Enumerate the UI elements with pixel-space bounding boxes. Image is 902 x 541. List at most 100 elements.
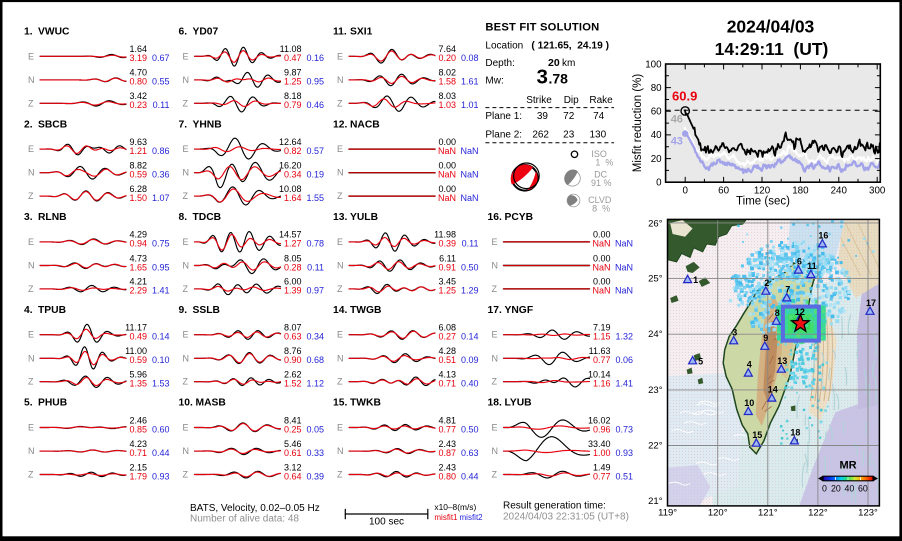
svg-text:Time (sec): Time (sec) <box>736 196 790 208</box>
svg-text:0.80: 0.80 <box>129 77 147 87</box>
svg-text:0.08: 0.08 <box>461 53 479 63</box>
svg-text:8 %: 8 % <box>592 203 610 213</box>
svg-text:2.15: 2.15 <box>129 462 147 472</box>
svg-text:0.00: 0.00 <box>593 230 611 240</box>
svg-text:7: 7 <box>785 285 790 295</box>
svg-text:1.64: 1.64 <box>129 44 147 54</box>
svg-text:9.: 9. <box>179 305 188 316</box>
svg-text:121°: 121° <box>758 508 778 519</box>
svg-text:11.17: 11.17 <box>125 323 147 333</box>
svg-text:21°: 21° <box>648 496 663 507</box>
svg-text:E: E <box>28 144 34 154</box>
svg-text:3.42: 3.42 <box>129 91 147 101</box>
svg-text:.78: .78 <box>549 70 569 86</box>
svg-text:N: N <box>337 261 344 271</box>
svg-text:5.: 5. <box>24 398 33 409</box>
svg-text:26°: 26° <box>648 218 663 229</box>
svg-text:Z: Z <box>337 191 343 201</box>
svg-text:0.50: 0.50 <box>461 424 479 434</box>
svg-text:240: 240 <box>831 186 848 197</box>
svg-text:0.05: 0.05 <box>306 424 324 434</box>
svg-text:4.: 4. <box>24 305 33 316</box>
svg-text:0.25: 0.25 <box>284 424 302 434</box>
svg-text:1.64: 1.64 <box>284 193 302 203</box>
svg-text:23: 23 <box>563 130 575 141</box>
svg-text:14.57: 14.57 <box>279 230 302 240</box>
svg-text:6.28: 6.28 <box>129 184 147 194</box>
svg-text:10: 10 <box>744 398 754 408</box>
svg-text:N: N <box>337 353 344 363</box>
svg-text:0.67: 0.67 <box>152 53 170 63</box>
svg-text:43: 43 <box>671 136 683 148</box>
svg-text:0.73: 0.73 <box>615 424 633 434</box>
svg-text:TPUB: TPUB <box>38 305 66 316</box>
svg-text:ISO: ISO <box>591 149 607 159</box>
svg-text:0.51: 0.51 <box>615 471 633 481</box>
svg-text:5: 5 <box>698 356 703 366</box>
svg-text:20: 20 <box>651 154 662 165</box>
svg-text:0.11: 0.11 <box>462 239 479 249</box>
svg-text:2.43: 2.43 <box>438 462 456 472</box>
svg-text:262: 262 <box>532 130 549 141</box>
svg-text:0.94: 0.94 <box>129 239 147 249</box>
svg-text:1: 1 <box>693 275 698 285</box>
svg-text:0.96: 0.96 <box>593 424 611 434</box>
svg-text:12.64: 12.64 <box>279 137 302 147</box>
svg-text:4.23: 4.23 <box>129 439 147 449</box>
svg-text:E: E <box>28 330 34 340</box>
svg-text:0.77: 0.77 <box>593 355 611 365</box>
svg-text:0: 0 <box>822 484 827 494</box>
svg-text:23°: 23° <box>648 385 663 396</box>
svg-text:39: 39 <box>537 111 549 122</box>
svg-text:0.11: 0.11 <box>153 100 170 110</box>
svg-text:YULB: YULB <box>350 212 378 223</box>
svg-text:33.40: 33.40 <box>588 439 611 449</box>
svg-text:1.50: 1.50 <box>129 193 147 203</box>
svg-text:4.70: 4.70 <box>129 68 147 78</box>
svg-text:16: 16 <box>818 231 828 241</box>
svg-text:N: N <box>28 261 35 271</box>
svg-text:0.28: 0.28 <box>284 262 302 272</box>
svg-text:16.02: 16.02 <box>588 415 611 425</box>
svg-text:3.12: 3.12 <box>284 462 302 472</box>
svg-text:Plane 2:: Plane 2: <box>485 130 522 141</box>
svg-text:MR: MR <box>839 460 856 472</box>
svg-text:1.27: 1.27 <box>284 239 302 249</box>
svg-text:0.85: 0.85 <box>129 424 147 434</box>
svg-text:0.80: 0.80 <box>438 471 456 481</box>
svg-text:7.19: 7.19 <box>593 323 611 333</box>
svg-text:0.44: 0.44 <box>152 448 170 458</box>
svg-text:NaN: NaN <box>460 146 478 156</box>
svg-text:Z: Z <box>492 470 498 480</box>
svg-text:0.00: 0.00 <box>593 277 611 287</box>
svg-text:N: N <box>183 446 190 456</box>
svg-text:0.11: 0.11 <box>307 262 324 272</box>
svg-text:0.77: 0.77 <box>593 471 611 481</box>
svg-text:CLVD: CLVD <box>588 195 612 205</box>
svg-text:0.60: 0.60 <box>152 424 170 434</box>
svg-text:NACB: NACB <box>350 119 380 130</box>
svg-text:2024/04/03 22:31:05 (UT+8): 2024/04/03 22:31:05 (UT+8) <box>503 512 629 523</box>
svg-text:0.00: 0.00 <box>593 253 611 263</box>
svg-text:15: 15 <box>752 430 762 440</box>
svg-text:60.9: 60.9 <box>672 89 697 104</box>
svg-text:0.39: 0.39 <box>306 471 324 481</box>
svg-text:7.: 7. <box>179 119 188 130</box>
svg-text:0.09: 0.09 <box>461 355 479 365</box>
svg-text:3.: 3. <box>24 212 33 223</box>
svg-text:3.19: 3.19 <box>129 53 147 63</box>
svg-text:12: 12 <box>795 307 805 317</box>
svg-text:8.07: 8.07 <box>284 323 302 333</box>
svg-text:Rake: Rake <box>589 95 613 106</box>
svg-text:0.87: 0.87 <box>438 448 456 458</box>
svg-text:300: 300 <box>869 186 886 197</box>
svg-text:14.: 14. <box>333 305 347 316</box>
svg-text:misfit2: misfit2 <box>460 513 484 522</box>
svg-text:E: E <box>183 330 189 340</box>
svg-text:0.50: 0.50 <box>461 262 479 272</box>
svg-text:E: E <box>28 51 34 61</box>
svg-text:120: 120 <box>754 186 771 197</box>
svg-text:TDCB: TDCB <box>193 212 222 223</box>
svg-text:Z: Z <box>337 377 343 387</box>
svg-text:14:29:11 (UT): 14:29:11 (UT) <box>715 39 829 59</box>
